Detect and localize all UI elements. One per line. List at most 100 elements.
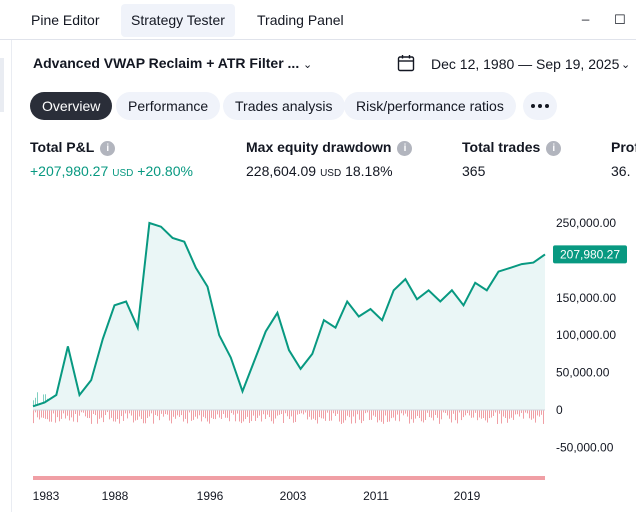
loss-bar [477,410,478,421]
loss-bar [525,410,526,413]
loss-bar [445,410,446,413]
loss-bar [259,410,260,416]
loss-bar [335,410,336,416]
loss-bar [57,410,58,418]
loss-bar [479,410,480,418]
loss-bar [221,410,222,420]
tab-pine-editor[interactable]: Pine Editor [31,12,100,28]
loss-bar [511,410,512,418]
loss-bar [465,410,466,416]
loss-bar [295,410,296,423]
loss-bar [175,410,176,419]
strategy-name[interactable]: Advanced VWAP Reclaim + ATR Filter ... [33,55,300,71]
tab-overview[interactable]: Overview [30,92,113,120]
loss-bar [217,410,218,415]
loss-bar [427,410,428,413]
loss-bar [51,410,52,422]
metric-total-pl-value: +207,980.27 USD +20.80% [30,163,193,179]
metric-profitable-label: Prof [611,139,636,155]
loss-bar [417,410,418,416]
last-value-label: 207,980.27 [560,247,620,261]
loss-bar [509,410,510,419]
loss-bar [387,410,388,422]
loss-bar [367,410,368,413]
calendar-icon[interactable] [397,54,415,72]
loss-bar [311,410,312,420]
loss-bar [177,410,178,416]
loss-bar [383,410,384,424]
equity-area [33,223,545,410]
loss-bar [59,410,60,422]
equity-chart[interactable]: 250,000.00 150,000.00 100,000.00 50,000.00 0… [0,200,636,512]
loss-bar [337,410,338,414]
more-options-button[interactable] [523,92,557,120]
loss-bar [75,410,76,414]
maximize-button[interactable]: ☐ [614,12,626,27]
loss-bar [357,410,358,415]
loss-bar [273,410,274,424]
info-icon[interactable]: i [397,141,413,156]
info-icon[interactable]: i [100,141,116,156]
loss-bar [107,410,108,413]
loss-bar [493,410,494,416]
y-axis-labels: 250,000.00 150,000.00 100,000.00 50,000.00 0… [556,216,616,454]
loss-bar [485,410,486,421]
loss-bar [279,410,280,415]
loss-bar [119,410,120,424]
loss-bar [527,410,528,414]
loss-bar [207,410,208,422]
loss-bar [285,410,286,414]
loss-bar [529,410,530,419]
minimize-button[interactable]: _ [582,6,590,21]
loss-bar [543,410,544,424]
loss-bar [317,410,318,424]
loss-bar [133,410,134,423]
chevron-down-icon[interactable]: ⌄ [303,59,313,71]
y-tick-label: 250,000.00 [556,216,616,230]
loss-bar [361,410,362,424]
loss-bar [145,410,146,424]
loss-bar [353,410,354,417]
loss-bar [265,410,266,419]
loss-bar [451,410,452,423]
loss-bar [225,410,226,418]
info-icon[interactable]: i [546,141,562,156]
loss-bar [241,410,242,424]
loss-bar [349,410,350,418]
loss-bar [489,410,490,419]
loss-bar [85,410,86,417]
loss-bar [73,410,74,422]
loss-bar [501,410,502,424]
tab-risk-performance-ratios[interactable]: Risk/performance ratios [344,92,516,120]
tab-trading-panel[interactable]: Trading Panel [257,12,344,28]
loss-bar [213,410,214,419]
loss-bar [205,410,206,419]
top-tab-bar: Pine Editor Strategy Tester Trading Pane… [0,0,636,40]
loss-bar [41,410,42,418]
loss-bar [135,410,136,421]
loss-bar [243,410,244,422]
x-tick-label: 1983 [33,489,60,503]
loss-bar [179,410,180,417]
loss-bar [111,410,112,418]
loss-bar [303,410,304,415]
loss-bar [405,410,406,414]
tab-trades-analysis[interactable]: Trades analysis [223,92,345,120]
tab-strategy-tester[interactable]: Strategy Tester [121,4,235,37]
tab-performance[interactable]: Performance [116,92,221,120]
loss-bar [495,410,496,413]
loss-bar [305,410,306,413]
loss-bar [395,410,396,421]
loss-bar [195,410,196,417]
loss-bar [475,410,476,413]
loss-bar [397,410,398,415]
loss-bar [537,410,538,416]
x-tick-label: 1988 [102,489,129,503]
loss-bar [109,410,110,420]
loss-bar [123,410,124,421]
date-range[interactable]: Dec 12, 1980 — Sep 19, 2025 [431,56,620,72]
chevron-down-icon[interactable]: ⌄ [621,59,631,71]
loss-bar [449,410,450,419]
x-tick-label: 2011 [363,489,389,503]
loss-bar [245,410,246,420]
